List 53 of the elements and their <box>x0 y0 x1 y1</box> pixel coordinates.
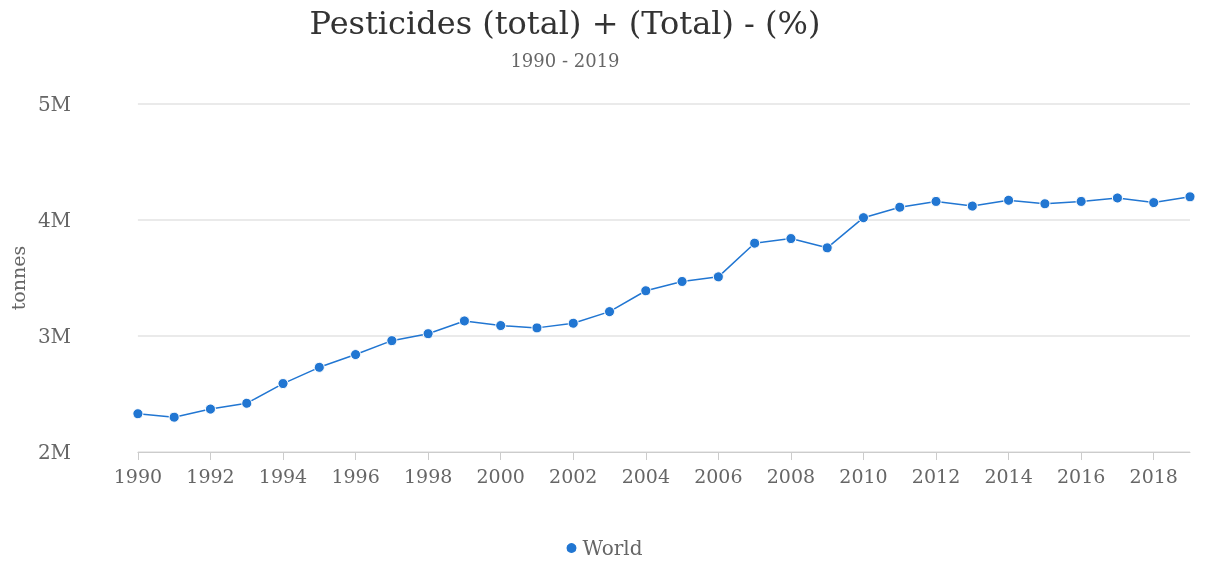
x-tick-label: 2006 <box>694 464 743 487</box>
point <box>1003 194 1015 206</box>
point <box>168 411 180 423</box>
x-tick-label: 2014 <box>984 464 1033 487</box>
point <box>604 306 616 318</box>
x-tick-label: 2004 <box>621 464 670 487</box>
x-tick-label: 1994 <box>258 464 308 487</box>
y-axis-title: tonnes <box>6 245 29 311</box>
x-tick-label: 2012 <box>911 464 961 487</box>
point <box>640 285 652 297</box>
x-tick-label: 2018 <box>1129 464 1178 487</box>
x-tick-label: 1990 <box>113 464 163 487</box>
point <box>858 212 869 224</box>
point <box>458 315 470 327</box>
point <box>1039 198 1051 210</box>
x-tick-label: 2000 <box>476 464 525 487</box>
point <box>422 328 434 340</box>
y-tick-label: 3M <box>37 324 72 348</box>
y-tick-label: 2M <box>37 440 72 464</box>
point <box>1148 197 1160 209</box>
chart-title: Pesticides (total) + (Total) - (%) <box>309 4 821 42</box>
point <box>1075 195 1087 207</box>
x-tick-label: 2008 <box>766 464 816 487</box>
x-tick-label: 2016 <box>1056 464 1106 487</box>
x-tick-label: 2002 <box>549 464 598 487</box>
point <box>313 361 325 373</box>
legend-label: World <box>582 536 643 560</box>
chart-subtitle: 1990 - 2019 <box>510 49 620 71</box>
x-tick-label: 2010 <box>839 464 888 487</box>
point <box>1184 191 1196 203</box>
x-tick-label: 1992 <box>186 464 235 487</box>
point <box>386 335 398 347</box>
point <box>894 201 906 213</box>
point <box>567 317 579 329</box>
point <box>930 195 942 207</box>
point <box>204 403 216 415</box>
y-tick-label: 5M <box>37 92 72 116</box>
point <box>749 237 761 249</box>
point <box>712 271 724 283</box>
point <box>785 233 797 245</box>
point <box>495 320 507 332</box>
point <box>531 322 543 334</box>
point <box>132 408 144 420</box>
x-tick-label: 1996 <box>331 464 380 487</box>
point <box>350 349 362 361</box>
point <box>1111 192 1123 204</box>
point <box>676 275 688 287</box>
x-tick-label: 1998 <box>403 464 453 487</box>
point <box>241 397 253 409</box>
y-tick-label: 4M <box>37 208 72 232</box>
point <box>821 242 833 254</box>
point <box>277 378 289 390</box>
point <box>966 200 978 212</box>
